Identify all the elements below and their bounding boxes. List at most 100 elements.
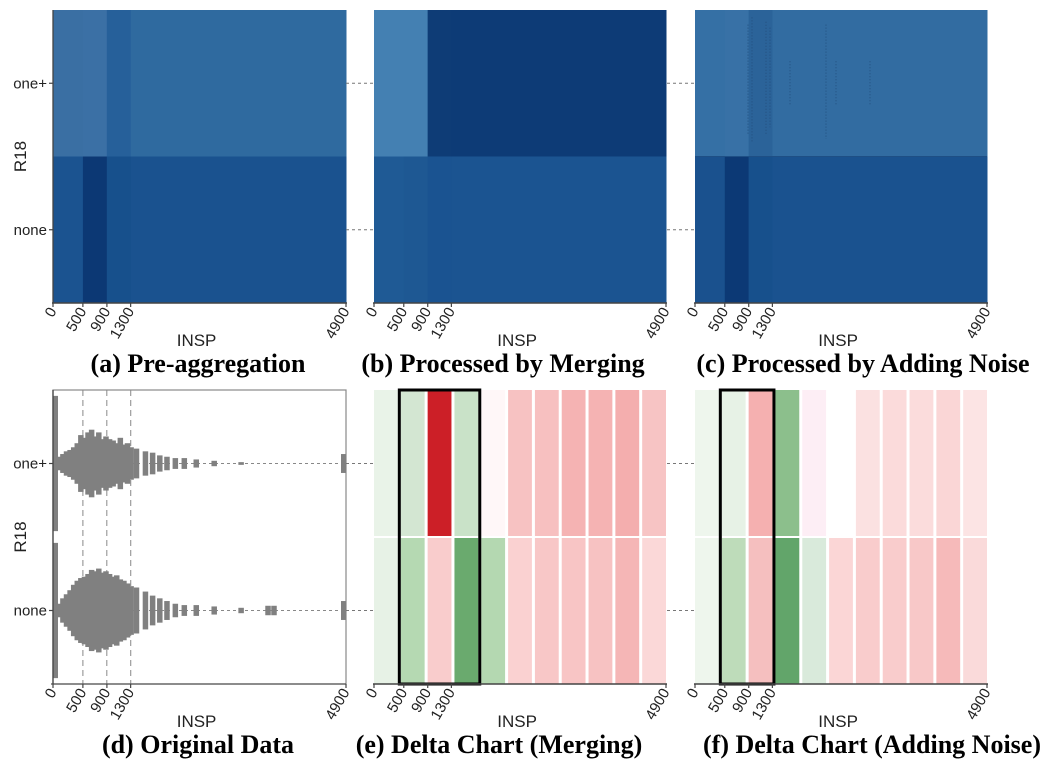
heat-cell-one+-3 [772, 10, 988, 157]
heat-cell-none-3 [451, 156, 667, 304]
density-bar-none-0 [53, 542, 58, 679]
density-bar-none-7 [78, 578, 84, 643]
density-bar-one+-31 [238, 462, 244, 465]
delta-cell-one+-5 [508, 390, 532, 536]
delta-cell-none-1 [721, 538, 746, 684]
density-bar-one+-18 [117, 437, 124, 490]
density-bar-one+-7 [78, 435, 84, 492]
delta-cell-one+-6 [855, 390, 880, 536]
delta-cell-none-3 [775, 538, 800, 684]
density-bar-one+-14 [103, 436, 109, 491]
delta-cell-none-8 [909, 538, 934, 684]
density-bar-one+-1 [56, 456, 63, 471]
panel-caption: (a) Pre-aggregation [91, 349, 306, 378]
density-bar-none-24 [149, 595, 156, 626]
density-bar-none-12 [96, 568, 102, 653]
density-bar-none-29 [193, 605, 200, 616]
delta-cell-none-4 [802, 538, 827, 684]
delta-cell-one+-7 [882, 390, 907, 536]
delta-cell-none-9 [936, 538, 961, 684]
delta-cell-none-6 [855, 538, 880, 684]
density-bar-one+-20 [124, 443, 131, 484]
heat-cell-none-1 [82, 156, 108, 304]
delta-cell-one+-9 [615, 390, 640, 536]
density-bar-none-20 [124, 583, 131, 638]
delta-cell-one+-2 [748, 390, 773, 536]
delta-cell-none-2 [427, 538, 452, 684]
density-bar-one+-11 [92, 436, 98, 491]
density-bar-one+-26 [164, 456, 170, 471]
x-axis-label: INSP [177, 712, 217, 731]
y-axis-label: R18 [11, 521, 30, 552]
heat-cell-one+-1 [724, 10, 750, 157]
x-tick-label-4900: 4900 [322, 686, 353, 723]
density-bar-none-21 [128, 586, 134, 635]
density-bar-none-15 [106, 573, 113, 648]
density-bar-one+-13 [99, 439, 106, 488]
delta-cell-none-9 [615, 538, 640, 684]
density-bar-none-27 [172, 603, 179, 618]
density-bar-none-6 [74, 580, 81, 641]
density-bar-one+-28 [181, 458, 188, 469]
delta-cell-one+-3 [454, 390, 479, 536]
delta-cell-one+-7 [561, 390, 586, 536]
density-bar-none-30 [211, 606, 217, 615]
density-bar-none-3 [63, 594, 70, 627]
panel-caption: (c) Processed by Adding Noise [696, 349, 1029, 378]
heat-cell-one+-1 [82, 10, 108, 157]
x-axis-label: INSP [497, 712, 537, 731]
x-tick-label-500: 500 [705, 305, 732, 335]
heat-cell-none-2 [106, 156, 132, 304]
delta-cell-none-3 [454, 538, 479, 684]
delta-cell-one+-9 [936, 390, 961, 536]
delta-cell-one+-4 [481, 390, 506, 536]
density-bar-one+-12 [96, 432, 102, 495]
delta-cell-none-5 [829, 538, 853, 684]
density-bar-one+-19 [121, 444, 127, 483]
delta-cell-one+-2 [427, 390, 452, 536]
delta-cell-one+-0 [695, 390, 719, 536]
heat-cell-none-0 [53, 156, 84, 304]
density-bar-one+-3 [63, 451, 70, 476]
delta-cell-none-7 [561, 538, 586, 684]
density-bar-one+-17 [113, 443, 120, 484]
delta-cell-none-5 [508, 538, 532, 684]
density-bar-one+-22 [133, 448, 140, 479]
heat-cell-none-2 [427, 156, 452, 304]
x-axis-label: INSP [177, 331, 217, 350]
heat-cell-one+-2 [748, 10, 773, 157]
heat-cell-one+-3 [130, 10, 347, 157]
density-bar-none-10 [88, 569, 95, 652]
heat-cell-one+-0 [53, 10, 84, 157]
delta-cell-one+-5 [829, 390, 853, 536]
delta-cell-none-1 [400, 538, 425, 684]
x-tick-label-0: 0 [684, 686, 703, 702]
density-bar-one+-15 [106, 439, 113, 488]
y-tick-label-one+: one+ [13, 456, 47, 473]
x-tick-label-500: 500 [705, 686, 732, 716]
x-tick-label-1300: 1300 [748, 686, 779, 723]
density-bar-one+-10 [88, 429, 95, 498]
density-bar-none-9 [85, 573, 91, 648]
x-tick-label-4900: 4900 [642, 686, 673, 723]
x-axis-label: INSP [818, 331, 858, 350]
y-tick-label-one+: one+ [13, 75, 47, 92]
delta-cell-none-0 [374, 538, 398, 684]
delta-cell-one+-10 [963, 390, 987, 536]
density-bar-none-22 [133, 587, 140, 634]
density-bar-none-14 [103, 571, 109, 650]
delta-cell-none-10 [642, 538, 666, 684]
delta-cell-one+-6 [534, 390, 559, 536]
density-bar-none-1 [56, 603, 63, 618]
y-tick-label-none: none [14, 222, 47, 239]
heat-cell-none-1 [403, 156, 429, 304]
x-tick-label-1300: 1300 [107, 305, 138, 342]
delta-cell-one+-0 [374, 390, 398, 536]
density-bar-none-5 [70, 584, 77, 637]
x-tick-label-4900: 4900 [963, 305, 994, 342]
